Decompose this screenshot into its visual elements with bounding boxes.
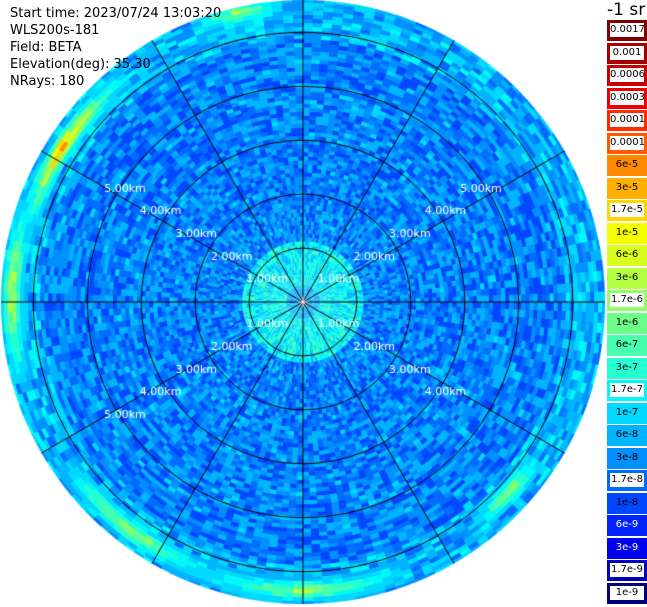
colorbar-tick-label: 0.0001 [610,135,644,150]
colorbar-tick-label: 3e-7 [615,361,639,373]
instrument-label: WLS200s-181 [10,23,100,38]
start-time-label: Start time: 2023/07/24 13:03:20 [10,6,222,21]
colorbar-swatch: 0.001 [607,42,647,65]
colorbar-tick-label: 1.7e-6 [610,293,644,307]
colorbar-swatch: 6e-8 [607,425,647,447]
nrays-label: NRays: 180 [10,74,85,89]
colorbar-tick-label: 1e-7 [615,406,639,418]
colorbar-tick-label: 6e-9 [615,519,639,530]
colorbar-tick-label: 6e-5 [615,159,639,170]
colorbar-swatch: 3e-7 [607,357,647,380]
colorbar-swatch: 6e-5 [607,155,647,177]
colorbar-swatch: 6e-9 [607,515,647,537]
colorbar-tick-label: 3e-6 [615,271,639,283]
colorbar-swatch: 1e-5 [607,222,647,245]
colorbar-swatch: 3e-5 [607,177,647,200]
colorbar-tick-label: 0.0017 [610,23,644,37]
colorbar-swatch: 1.7e-5 [607,200,647,222]
colorbar-tick-label: 1.7e-7 [610,383,644,397]
colorbar-tick-label: 0.00017 [610,113,644,127]
colorbar-swatch: 1e-9 [607,582,647,605]
colorbar-tick-label: 3e-8 [615,451,639,463]
colorbar-swatch: 0.0003 [607,87,647,110]
colorbar-tick-label: 1e-5 [615,226,639,238]
colorbar-swatch: 1.7e-8 [607,470,647,492]
colorbar-swatch: 3e-6 [607,267,647,290]
colorbar-swatch: 0.0001 [607,132,647,155]
colorbar-swatch: 3e-9 [607,537,647,560]
colorbar-swatch: 1.7e-6 [607,290,647,312]
field-label: Field: BETA [10,40,82,55]
colorbar-tick-label: 3e-9 [615,541,639,553]
colorbar-swatch: 1.7e-7 [607,380,647,402]
colorbar-tick-label: 1e-6 [615,316,639,328]
colorbar-swatch: 1.7e-9 [607,560,647,582]
colorbar-tick-label: 1e-9 [610,585,644,600]
colorbar-swatch: 0.00017 [607,110,647,132]
colorbar-tick-label: 3e-5 [615,181,639,193]
colorbar-tick-label: 0.0006 [610,68,644,82]
colorbar-tick-label: 6e-6 [615,249,639,260]
colorbar-swatch: 1e-7 [607,402,647,425]
colorbar-tick-label: 1.7e-5 [610,203,644,217]
colorbar-tick-label: 1.7e-8 [610,473,644,487]
colorbar-swatch: 6e-7 [607,335,647,357]
colorbar-tick-label: 0.001 [610,45,644,60]
colorbar-swatch: 3e-8 [607,447,647,470]
colorbar-swatch: 1e-8 [607,492,647,515]
colorbar-tick-label: 6e-8 [615,429,639,440]
colorbar-tick-label: 1e-8 [615,496,639,508]
colorbar-swatch: 6e-6 [607,245,647,267]
colorbar-tick-label: 0.0003 [610,90,644,105]
colorbar-swatch: 0.0017 [607,20,647,42]
colorbar-swatch: 0.0006 [607,65,647,87]
colorbar-units-label: -1 sr [607,0,646,20]
colorbar-tick-label: 1.7e-9 [610,563,644,577]
colorbar-tick-label: 6e-7 [615,339,639,350]
colorbar-swatch: 1e-6 [607,312,647,335]
elevation-label: Elevation(deg): 35.30 [10,57,151,72]
